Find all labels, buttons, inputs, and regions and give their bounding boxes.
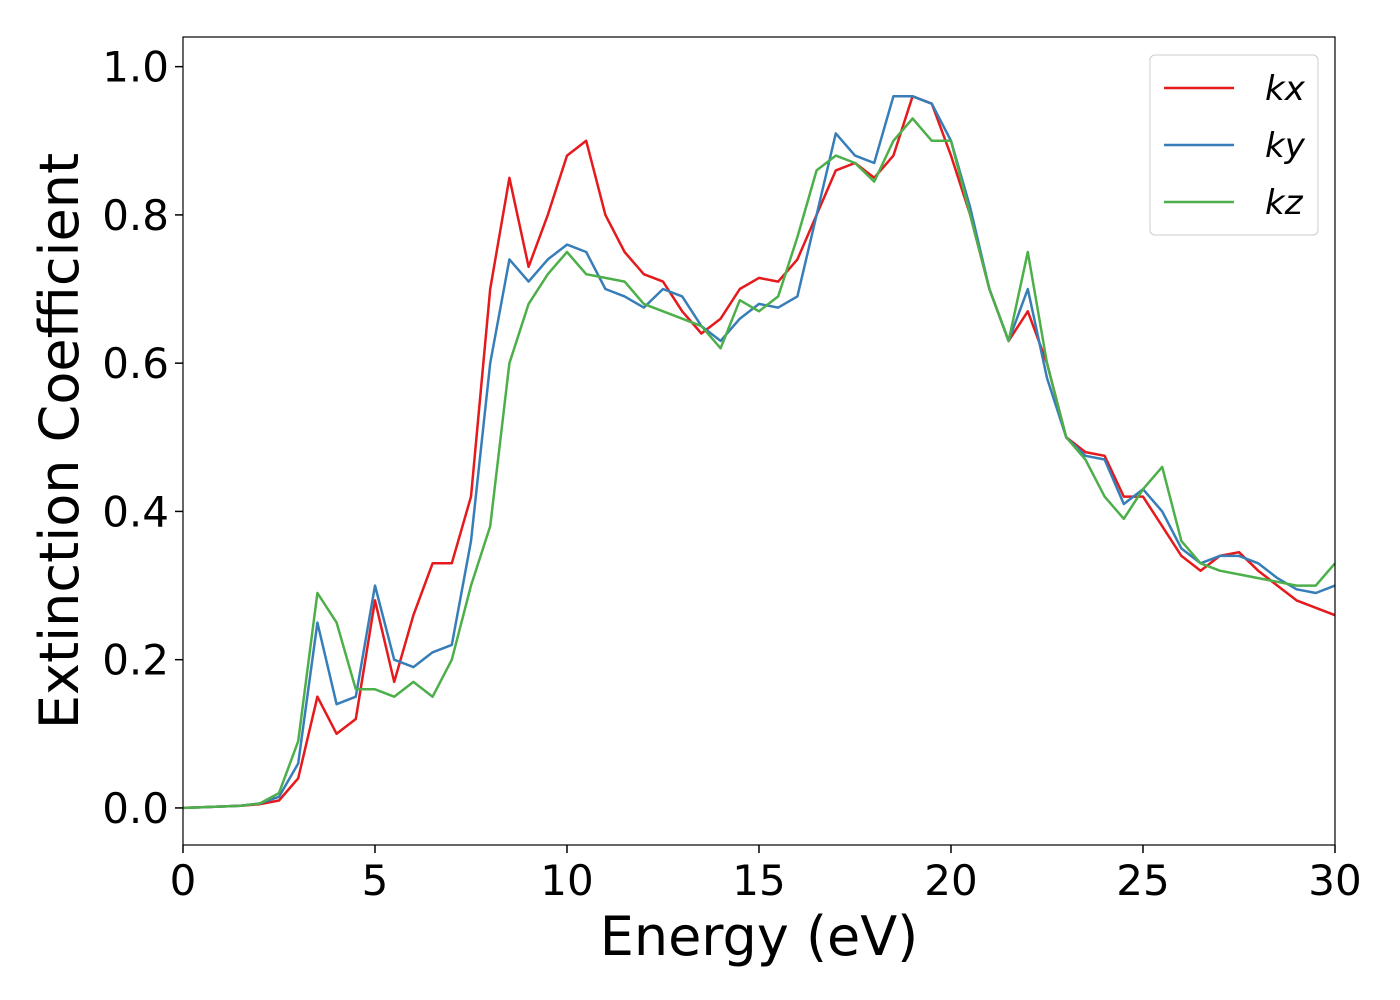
legend-label: kx [1265,69,1306,109]
x-tick-label: 5 [362,856,389,905]
plot-frame [182,36,1336,846]
legend: kx ky kz [1149,54,1319,236]
y-tick-label: 0.6 [102,339,169,388]
legend-label: ky [1265,126,1306,166]
series-line [182,117,1336,810]
series-line [182,95,1336,810]
x-tick-label: 15 [732,856,785,905]
x-tick-label: 10 [540,856,593,905]
x-tick-label: 25 [1116,856,1169,905]
x-tick-label: 0 [170,856,197,905]
y-tick-label: 0.8 [102,191,169,240]
legend-label: kz [1265,183,1304,223]
x-tick-label: 30 [1308,856,1361,905]
y-tick-label: 0.2 [102,636,169,685]
y-tick-label: 0.0 [102,784,169,833]
y-axis-label: Extinction Coefficient [28,153,91,729]
y-tick-label: 1.0 [102,43,169,92]
y-tick-label: 0.4 [102,487,169,536]
x-tick-label: 20 [924,856,977,905]
x-axis-label: Energy (eV) [600,905,919,968]
